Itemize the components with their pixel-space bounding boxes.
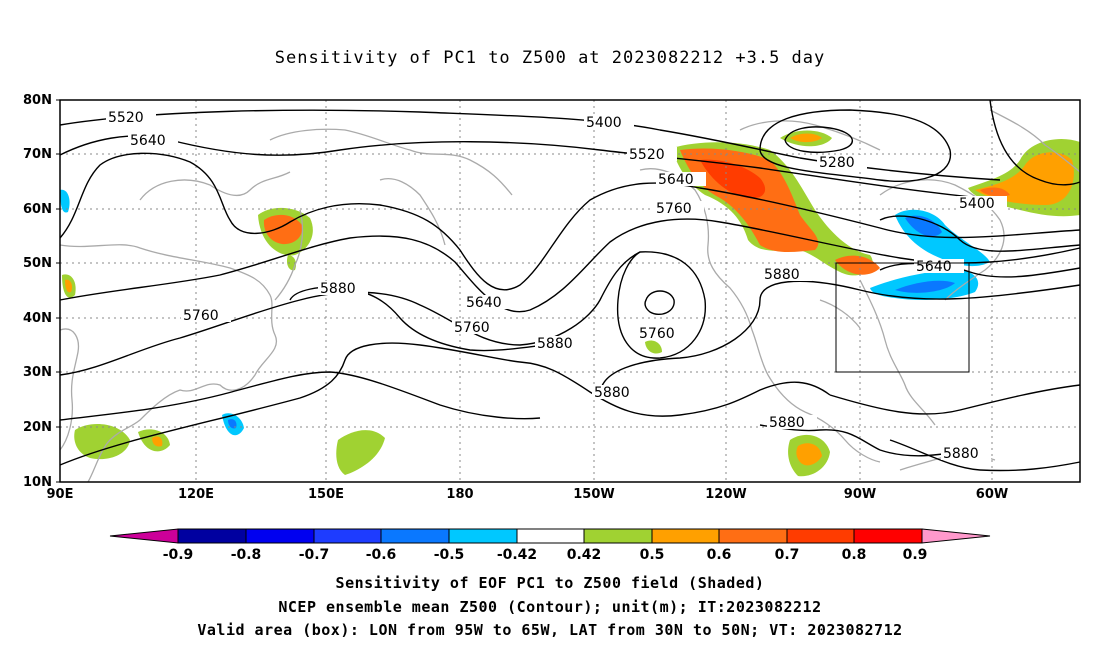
contour-label: 5640 xyxy=(658,172,694,188)
lon-label: 180 xyxy=(446,487,473,502)
colorbar-label: -0.5 xyxy=(434,547,465,563)
valid-area-box xyxy=(835,262,970,373)
coastlines xyxy=(59,109,1081,483)
lat-label: 20N xyxy=(23,420,52,435)
lat-label: 50N xyxy=(23,256,52,271)
lon-label: 150E xyxy=(308,487,344,502)
lat-label: 80N xyxy=(23,93,52,108)
contour-label: 5280 xyxy=(819,155,855,171)
colorbar-swatch xyxy=(718,528,788,544)
contour-label: 5760 xyxy=(656,201,692,217)
contour-label: 5880 xyxy=(764,267,800,283)
contour-label: 5760 xyxy=(454,320,490,336)
caption-line-2: NCEP ensemble mean Z500 (Contour); unit(… xyxy=(278,598,822,616)
colorbar-label: -0.9 xyxy=(163,547,194,563)
colorbar-swatch xyxy=(313,528,382,544)
contour-label: 5880 xyxy=(537,336,573,352)
contour-label: 5640 xyxy=(130,133,166,149)
caption-line-1: Sensitivity of EOF PC1 to Z500 field (Sh… xyxy=(335,574,765,592)
colorbar-swatch xyxy=(516,528,585,544)
colorbar xyxy=(109,528,991,544)
lat-label: 10N xyxy=(23,475,52,490)
axis-ticks xyxy=(56,99,60,483)
colorbar-label: -0.6 xyxy=(366,547,397,563)
colorbar-swatch xyxy=(380,528,450,544)
colorbar-swatch xyxy=(109,528,179,544)
colorbar-swatch xyxy=(786,528,855,544)
contour-label: 5880 xyxy=(943,446,979,462)
colorbar-label: -0.42 xyxy=(497,547,537,563)
lon-label: 120E xyxy=(178,487,214,502)
colorbar-label: 0.5 xyxy=(640,547,665,563)
latitude-labels: 80N 70N 60N 50N 40N 30N 20N 10N xyxy=(23,93,52,490)
map-title: Sensitivity of PC1 to Z500 at 2023082212… xyxy=(274,48,826,68)
lon-label: 90E xyxy=(47,487,74,502)
colorbar-label: -0.7 xyxy=(299,547,330,563)
colorbar-swatch xyxy=(448,528,518,544)
colorbar-labels: -0.9 -0.8 -0.7 -0.6 -0.5 -0.42 0.42 0.5 … xyxy=(163,547,928,563)
lat-label: 40N xyxy=(23,311,52,326)
lat-label: 70N xyxy=(23,147,52,162)
contour-label: 5400 xyxy=(586,115,622,131)
contour-labels: 5520 5640 5400 5520 5640 5760 5280 5400 … xyxy=(106,110,1007,462)
contour-label: 5880 xyxy=(769,415,805,431)
lat-label: 60N xyxy=(23,202,52,217)
colorbar-swatch xyxy=(921,528,991,544)
colorbar-label: 0.8 xyxy=(842,547,867,563)
lon-label: 60W xyxy=(976,487,1008,502)
colorbar-swatch xyxy=(245,528,315,544)
colorbar-label: 0.6 xyxy=(707,547,732,563)
lon-label: 90W xyxy=(844,487,876,502)
contour-label: 5400 xyxy=(959,196,995,212)
contour-label: 5520 xyxy=(629,147,665,163)
contour-label: 5640 xyxy=(466,295,502,311)
map-frame xyxy=(59,99,1081,483)
contour-label: 5760 xyxy=(639,326,675,342)
contour-label: 5520 xyxy=(108,110,144,126)
colorbar-swatch xyxy=(853,528,923,544)
colorbar-swatch xyxy=(583,528,653,544)
colorbar-label: 0.7 xyxy=(775,547,800,563)
lat-label: 30N xyxy=(23,365,52,380)
contour-label: 5640 xyxy=(916,259,952,275)
lon-label: 120W xyxy=(705,487,746,502)
lon-label: 150W xyxy=(573,487,614,502)
colorbar-swatch xyxy=(651,528,720,544)
contour-label: 5760 xyxy=(183,308,219,324)
colorbar-swatch xyxy=(177,528,247,544)
caption-line-3: Valid area (box): LON from 95W to 65W, L… xyxy=(197,621,903,639)
colorbar-label: 0.9 xyxy=(903,547,928,563)
colorbar-label: -0.8 xyxy=(231,547,262,563)
longitude-labels: 90E 120E 150E 180 150W 120W 90W 60W xyxy=(47,487,1009,502)
contour-label: 5880 xyxy=(320,281,356,297)
contour-label: 5880 xyxy=(594,385,630,401)
colorbar-label: 0.42 xyxy=(567,547,602,563)
